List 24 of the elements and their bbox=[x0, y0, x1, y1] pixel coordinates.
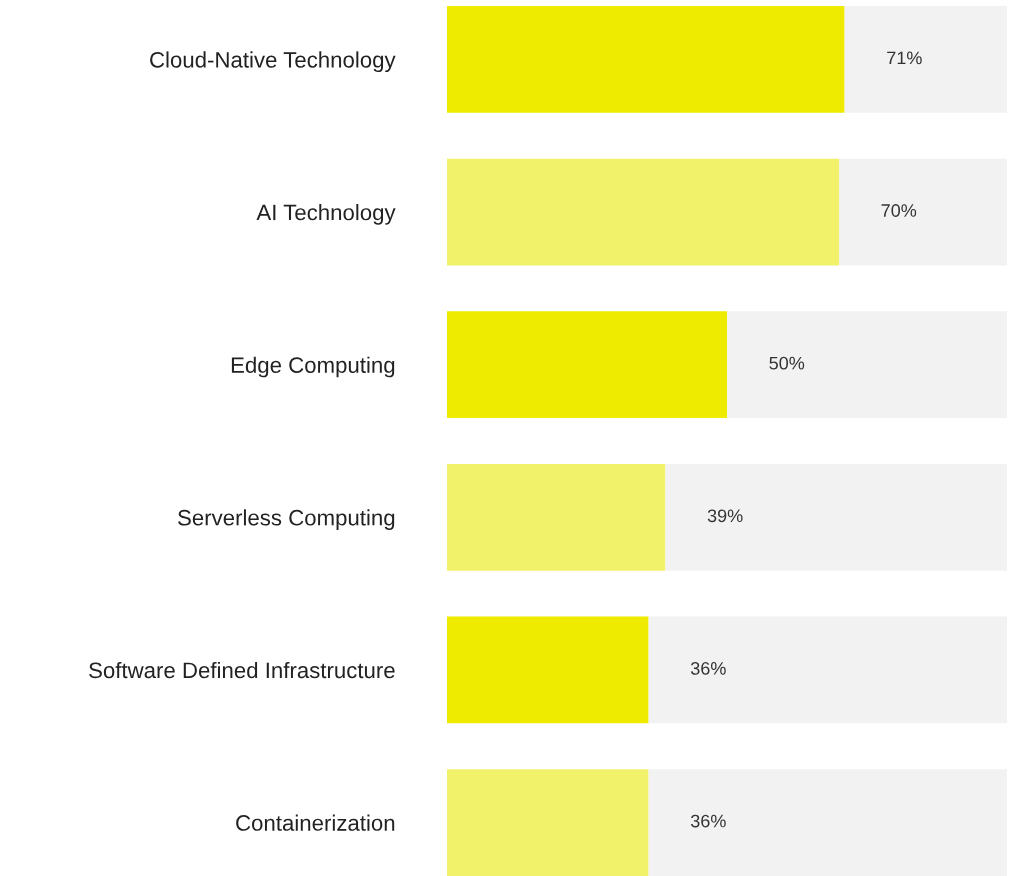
bar bbox=[648, 769, 1007, 876]
y-tick-label: Serverless Computing bbox=[178, 509, 395, 530]
bar bbox=[447, 463, 666, 571]
bar bbox=[648, 616, 1007, 724]
data-label: 71% bbox=[887, 51, 922, 65]
y-tick-label: Cloud-Native Technology bbox=[150, 51, 396, 73]
y-tick-label: Edge Computing bbox=[231, 356, 395, 378]
data-label: 39% bbox=[707, 509, 743, 523]
bar bbox=[447, 769, 649, 876]
bar bbox=[447, 6, 845, 113]
bar bbox=[665, 463, 1007, 571]
data-label: 70% bbox=[881, 204, 917, 217]
data-label: 36% bbox=[690, 662, 726, 675]
y-tick-label: Software Defined Infrastructure bbox=[89, 661, 395, 679]
bar bbox=[447, 158, 839, 266]
bar bbox=[727, 311, 1007, 419]
bar bbox=[839, 158, 1007, 266]
bar bbox=[447, 311, 727, 419]
bar bbox=[447, 616, 649, 724]
bar bbox=[844, 6, 1007, 113]
y-tick-label: AI Technology bbox=[256, 204, 396, 225]
y-tick-label: Containerization bbox=[236, 814, 395, 831]
data-label: 50% bbox=[769, 356, 805, 370]
data-label: 36% bbox=[690, 814, 726, 828]
